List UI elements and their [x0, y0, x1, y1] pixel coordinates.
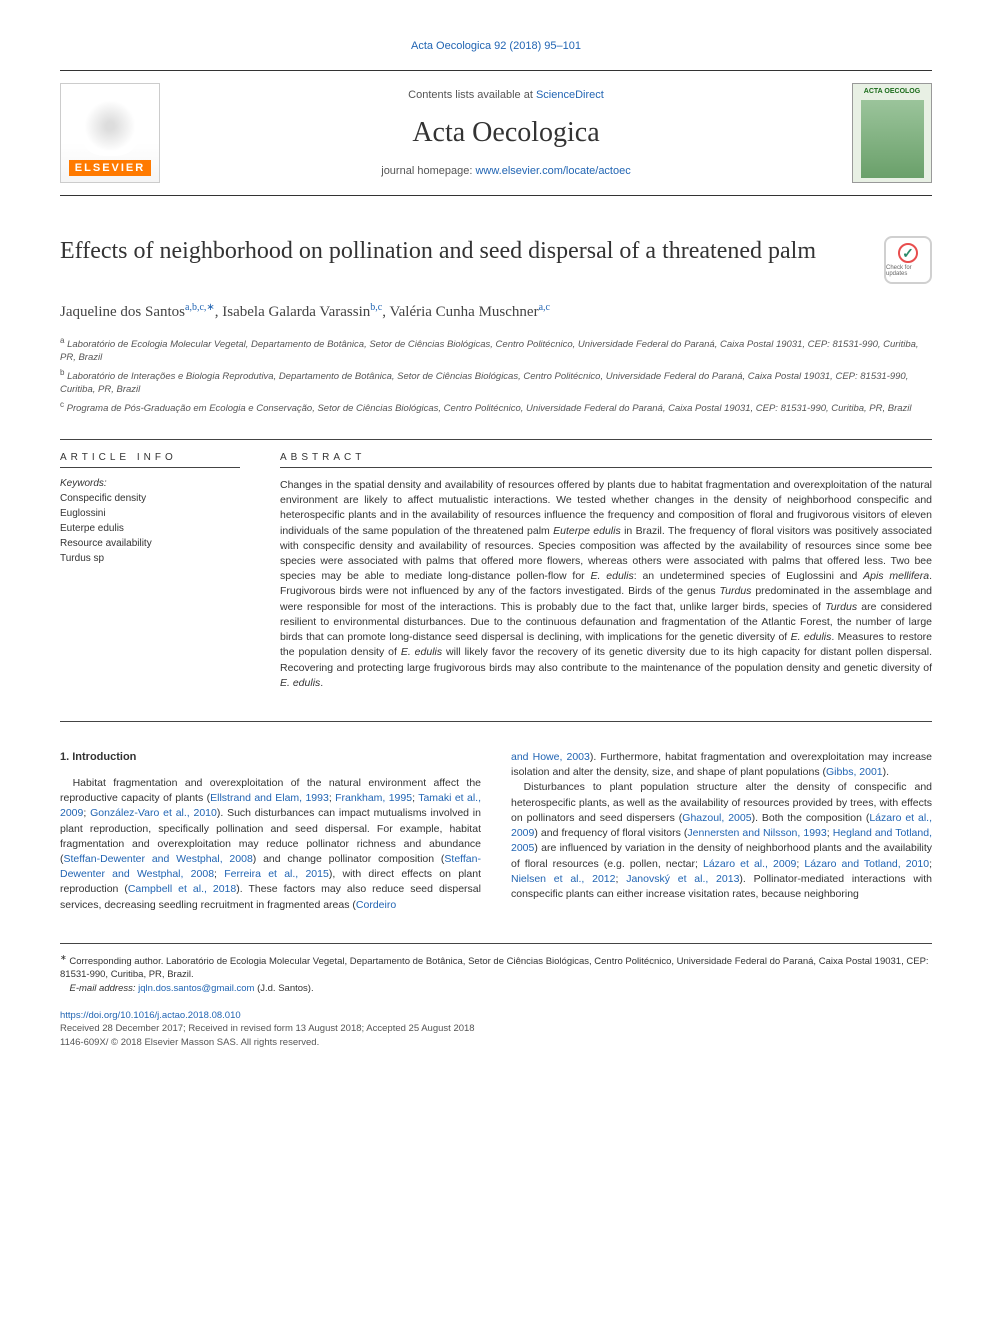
keywords-list: Conspecific density Euglossini Euterpe e…	[60, 491, 240, 566]
keyword: Conspecific density	[60, 491, 240, 506]
body-paragraph: and Howe, 2003). Furthermore, habitat fr…	[511, 750, 932, 780]
corresponding-author-note: ∗ Corresponding author. Laboratório de E…	[60, 952, 932, 982]
journal-name: Acta Oecologica	[160, 117, 852, 149]
homepage-line: journal homepage: www.elsevier.com/locat…	[160, 165, 852, 177]
divider	[60, 467, 240, 468]
keyword: Euterpe edulis	[60, 521, 240, 536]
masthead-center: Contents lists available at ScienceDirec…	[160, 89, 852, 177]
homepage-prefix: journal homepage:	[381, 165, 475, 177]
article-history: Received 28 December 2017; Received in r…	[60, 1022, 932, 1035]
journal-homepage-link[interactable]: www.elsevier.com/locate/actoec	[475, 165, 630, 177]
affiliation-b: b Laboratório de Interações e Biologia R…	[60, 367, 932, 397]
publisher-name: ELSEVIER	[69, 160, 151, 176]
page: Acta Oecologica 92 (2018) 95–101 ELSEVIE…	[0, 0, 992, 1079]
email-line: E-mail address: jqln.dos.santos@gmail.co…	[60, 982, 932, 995]
divider	[60, 721, 932, 722]
affiliation-c-text: Programa de Pós-Graduação em Ecologia e …	[67, 403, 912, 414]
divider	[60, 439, 932, 440]
check-updates-button[interactable]: ✓ Check for updates	[884, 236, 932, 284]
footnotes: ∗ Corresponding author. Laboratório de E…	[60, 943, 932, 995]
article-info-column: ARTICLE INFO Keywords: Conspecific densi…	[60, 444, 240, 691]
contents-prefix: Contents lists available at	[408, 89, 536, 101]
affiliation-a-text: Laboratório de Ecologia Molecular Vegeta…	[60, 339, 919, 363]
elsevier-tree-icon	[80, 96, 140, 156]
abstract-text: Changes in the spatial density and avail…	[280, 478, 932, 691]
author-email-link[interactable]: jqln.dos.santos@gmail.com	[138, 983, 254, 994]
email-attribution: (J.d. Santos).	[254, 983, 313, 994]
affiliation-b-text: Laboratório de Interações e Biologia Rep…	[60, 371, 908, 395]
article-info-label: ARTICLE INFO	[60, 444, 240, 463]
masthead: ELSEVIER Contents lists available at Sci…	[60, 70, 932, 196]
header-citation: Acta Oecologica 92 (2018) 95–101	[60, 40, 932, 52]
authors: Jaqueline dos Santosa,b,c,∗, Isabela Gal…	[60, 302, 932, 321]
keyword: Resource availability	[60, 536, 240, 551]
keywords-label: Keywords:	[60, 478, 240, 489]
cover-image-icon	[861, 100, 924, 178]
section-heading: 1. Introduction	[60, 750, 481, 766]
article-title: Effects of neighborhood on pollination a…	[60, 236, 864, 266]
footer: https://doi.org/10.1016/j.actao.2018.08.…	[60, 1009, 932, 1049]
updates-label: Check for updates	[886, 265, 930, 277]
sciencedirect-link[interactable]: ScienceDirect	[536, 89, 604, 101]
affiliations: a Laboratório de Ecologia Molecular Vege…	[60, 335, 932, 415]
journal-cover[interactable]: ACTA OECOLOG	[852, 83, 932, 183]
email-label: E-mail address:	[70, 983, 139, 994]
info-abstract-row: ARTICLE INFO Keywords: Conspecific densi…	[60, 444, 932, 691]
body-paragraph: Habitat fragmentation and overexploitati…	[60, 776, 481, 913]
body-paragraph: Disturbances to plant population structu…	[511, 780, 932, 902]
keyword: Euglossini	[60, 506, 240, 521]
abstract-label: ABSTRACT	[280, 444, 932, 463]
affiliation-c: c Programa de Pós-Graduação em Ecologia …	[60, 399, 932, 415]
publisher-logo[interactable]: ELSEVIER	[60, 83, 160, 183]
corr-text: Corresponding author. Laboratório de Eco…	[60, 956, 929, 980]
doi-link[interactable]: https://doi.org/10.1016/j.actao.2018.08.…	[60, 1010, 241, 1021]
keyword: Turdus sp	[60, 551, 240, 566]
cover-title: ACTA OECOLOG	[864, 88, 920, 96]
body-text: 1. Introduction Habitat fragmentation an…	[60, 750, 932, 913]
affiliation-a: a Laboratório de Ecologia Molecular Vege…	[60, 335, 932, 365]
copyright: 1146-609X/ © 2018 Elsevier Masson SAS. A…	[60, 1036, 932, 1049]
article-header: Effects of neighborhood on pollination a…	[60, 236, 932, 284]
bookmark-check-icon: ✓	[898, 243, 918, 263]
divider	[280, 467, 932, 468]
abstract-column: ABSTRACT Changes in the spatial density …	[280, 444, 932, 691]
contents-line: Contents lists available at ScienceDirec…	[160, 89, 852, 101]
